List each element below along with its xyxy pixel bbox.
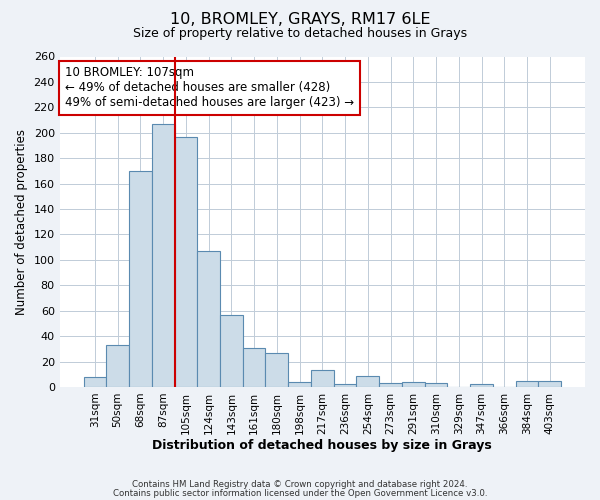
- Bar: [106, 345, 129, 387]
- Y-axis label: Number of detached properties: Number of detached properties: [15, 128, 28, 314]
- Bar: [470, 384, 493, 387]
- X-axis label: Distribution of detached houses by size in Grays: Distribution of detached houses by size …: [152, 440, 492, 452]
- Bar: [334, 384, 356, 387]
- Bar: [311, 370, 334, 387]
- Bar: [243, 348, 265, 387]
- Bar: [288, 382, 311, 387]
- Text: Contains public sector information licensed under the Open Government Licence v3: Contains public sector information licen…: [113, 488, 487, 498]
- Text: 10 BROMLEY: 107sqm
← 49% of detached houses are smaller (428)
49% of semi-detach: 10 BROMLEY: 107sqm ← 49% of detached hou…: [65, 66, 354, 110]
- Bar: [197, 251, 220, 387]
- Bar: [379, 383, 402, 387]
- Bar: [83, 377, 106, 387]
- Bar: [220, 314, 243, 387]
- Bar: [129, 171, 152, 387]
- Text: 10, BROMLEY, GRAYS, RM17 6LE: 10, BROMLEY, GRAYS, RM17 6LE: [170, 12, 430, 28]
- Bar: [425, 383, 448, 387]
- Bar: [538, 380, 561, 387]
- Bar: [402, 382, 425, 387]
- Text: Size of property relative to detached houses in Grays: Size of property relative to detached ho…: [133, 28, 467, 40]
- Bar: [265, 352, 288, 387]
- Bar: [152, 124, 175, 387]
- Bar: [515, 380, 538, 387]
- Bar: [356, 376, 379, 387]
- Bar: [175, 136, 197, 387]
- Text: Contains HM Land Registry data © Crown copyright and database right 2024.: Contains HM Land Registry data © Crown c…: [132, 480, 468, 489]
